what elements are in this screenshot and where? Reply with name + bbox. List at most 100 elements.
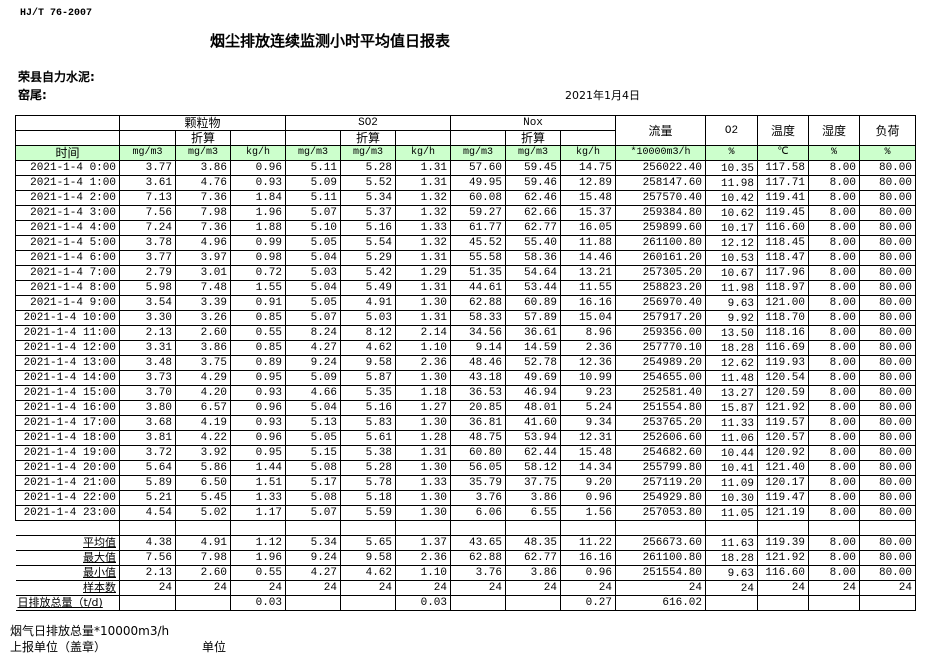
value-cell: 10.99 xyxy=(560,370,616,386)
value-cell: 3.86 xyxy=(175,160,231,176)
value-cell: 1.31 xyxy=(395,310,451,326)
stat-value: 2.36 xyxy=(395,550,451,566)
value-cell: 80.00 xyxy=(859,325,916,341)
value-cell: 10.44 xyxy=(705,445,758,461)
value-cell: 118.16 xyxy=(757,325,809,341)
blank-header xyxy=(15,130,120,146)
value-cell: 48.01 xyxy=(505,400,561,416)
value-cell: 1.18 xyxy=(395,385,451,401)
unit-header: kg/h xyxy=(230,145,286,161)
value-cell: 7.56 xyxy=(119,205,176,221)
value-cell: 11.48 xyxy=(705,370,758,386)
value-cell: 80.00 xyxy=(859,265,916,281)
value-cell: 1.17 xyxy=(230,505,286,521)
value-cell: 62.44 xyxy=(505,445,561,461)
so2-header: SO2 xyxy=(285,115,451,131)
time-cell: 2021-1-4 18:00 xyxy=(15,430,120,446)
table-row: 2021-1-4 1:00 3.61 4.76 0.93 5.09 5.52 1.31 49.… xyxy=(15,175,916,191)
value-cell: 80.00 xyxy=(859,400,916,416)
stat-label: 最大值 xyxy=(15,550,120,566)
time-cell: 2021-1-4 22:00 xyxy=(15,490,120,506)
value-cell: 20.85 xyxy=(450,400,506,416)
stat-row: 最小值 2.13 2.60 0.55 4.27 4.62 1.10 3.76 3.86 0.96 2… xyxy=(15,565,916,581)
value-cell: 13.50 xyxy=(705,325,758,341)
table-row: 2021-1-4 11:00 2.13 2.60 0.55 8.24 8.12 2.14 34… xyxy=(15,325,916,341)
value-cell: 8.12 xyxy=(340,325,396,341)
value-cell: 45.52 xyxy=(450,235,506,251)
unit-header: *10000m3/h xyxy=(615,145,706,161)
value-cell: 80.00 xyxy=(859,460,916,476)
report-title: 烟尘排放连续监测小时平均值日报表 xyxy=(210,32,451,50)
time-cell: 2021-1-4 23:00 xyxy=(15,505,120,521)
stat-value: 62.77 xyxy=(505,550,561,566)
time-cell: 2021-1-4 0:00 xyxy=(15,160,120,176)
time-cell: 2021-1-4 2:00 xyxy=(15,190,120,206)
value-cell: 5.86 xyxy=(175,460,231,476)
stat-label: 最小值 xyxy=(15,565,120,581)
value-cell: 8.00 xyxy=(808,175,860,191)
value-cell: 14.34 xyxy=(560,460,616,476)
value-cell: 3.76 xyxy=(450,490,506,506)
table-row: 2021-1-4 14:00 3.73 4.29 0.95 5.09 5.87 1.30 43… xyxy=(15,370,916,386)
value-cell: 120.54 xyxy=(757,370,809,386)
value-cell: 9.20 xyxy=(560,475,616,491)
value-cell: 8.24 xyxy=(285,325,341,341)
table-row: 2021-1-4 7:00 2.79 3.01 0.72 5.03 5.42 1.29 51.… xyxy=(15,265,916,281)
value-cell: 15.48 xyxy=(560,190,616,206)
value-cell: 1.30 xyxy=(395,490,451,506)
value-cell: 58.36 xyxy=(505,250,561,266)
value-cell: 1.30 xyxy=(395,370,451,386)
value-cell: 0.96 xyxy=(230,160,286,176)
value-cell: 8.00 xyxy=(808,430,860,446)
value-cell: 3.92 xyxy=(175,445,231,461)
value-cell: 80.00 xyxy=(859,385,916,401)
value-cell: 5.11 xyxy=(285,190,341,206)
stat-value: 24 xyxy=(285,580,341,596)
value-cell: 4.22 xyxy=(175,430,231,446)
value-cell: 3.61 xyxy=(119,175,176,191)
value-cell: 257570.40 xyxy=(615,190,706,206)
value-cell: 8.00 xyxy=(808,325,860,341)
stat-value: 24 xyxy=(757,580,809,596)
flow-header: 流量 xyxy=(615,115,706,146)
value-cell: 4.76 xyxy=(175,175,231,191)
value-cell: 80.00 xyxy=(859,370,916,386)
value-cell: 12.31 xyxy=(560,430,616,446)
value-cell: 5.10 xyxy=(285,220,341,236)
value-cell: 256022.40 xyxy=(615,160,706,176)
value-cell: 46.94 xyxy=(505,385,561,401)
value-cell: 252581.40 xyxy=(615,385,706,401)
value-cell: 7.13 xyxy=(119,190,176,206)
value-cell: 8.96 xyxy=(560,325,616,341)
value-cell: 118.47 xyxy=(757,250,809,266)
value-cell: 5.83 xyxy=(340,415,396,431)
value-cell: 8.00 xyxy=(808,400,860,416)
value-cell: 35.79 xyxy=(450,475,506,491)
table-row: 2021-1-4 15:00 3.70 4.20 0.93 4.66 5.35 1.18 36… xyxy=(15,385,916,401)
value-cell: 49.69 xyxy=(505,370,561,386)
value-cell: 8.00 xyxy=(808,460,860,476)
value-cell: 258823.20 xyxy=(615,280,706,296)
humidity-header: 湿度 xyxy=(808,115,860,146)
value-cell: 5.04 xyxy=(285,400,341,416)
value-cell: 254929.80 xyxy=(615,490,706,506)
time-cell: 2021-1-4 21:00 xyxy=(15,475,120,491)
stat-value: 8.00 xyxy=(808,550,860,566)
value-cell: 10.42 xyxy=(705,190,758,206)
stat-value: 16.16 xyxy=(560,550,616,566)
value-cell: 49.95 xyxy=(450,175,506,191)
value-cell: 80.00 xyxy=(859,490,916,506)
value-cell: 1.32 xyxy=(395,205,451,221)
value-cell: 36.61 xyxy=(505,325,561,341)
value-cell: 12.89 xyxy=(560,175,616,191)
empty-cell xyxy=(119,520,176,536)
value-cell: 5.05 xyxy=(285,430,341,446)
value-cell: 5.21 xyxy=(119,490,176,506)
unit-header: mg/m3 xyxy=(505,145,561,161)
value-cell: 6.50 xyxy=(175,475,231,491)
value-cell: 5.34 xyxy=(340,190,396,206)
nox-header: Nox xyxy=(450,115,616,131)
value-cell: 1.30 xyxy=(395,460,451,476)
value-cell: 10.62 xyxy=(705,205,758,221)
stat-value: 1.96 xyxy=(230,550,286,566)
